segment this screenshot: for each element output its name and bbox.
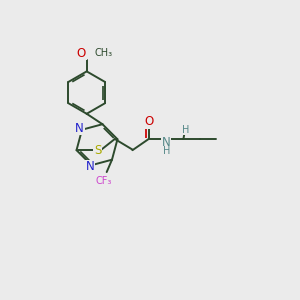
Text: O: O xyxy=(77,46,86,60)
Text: H: H xyxy=(182,124,189,135)
Text: N: N xyxy=(86,160,94,173)
Text: N: N xyxy=(75,122,84,135)
Text: CH₃: CH₃ xyxy=(95,48,113,58)
Text: N: N xyxy=(162,136,171,149)
Text: O: O xyxy=(144,116,153,128)
Text: H: H xyxy=(163,146,170,156)
Text: S: S xyxy=(94,144,101,157)
Text: CF₃: CF₃ xyxy=(96,176,112,186)
